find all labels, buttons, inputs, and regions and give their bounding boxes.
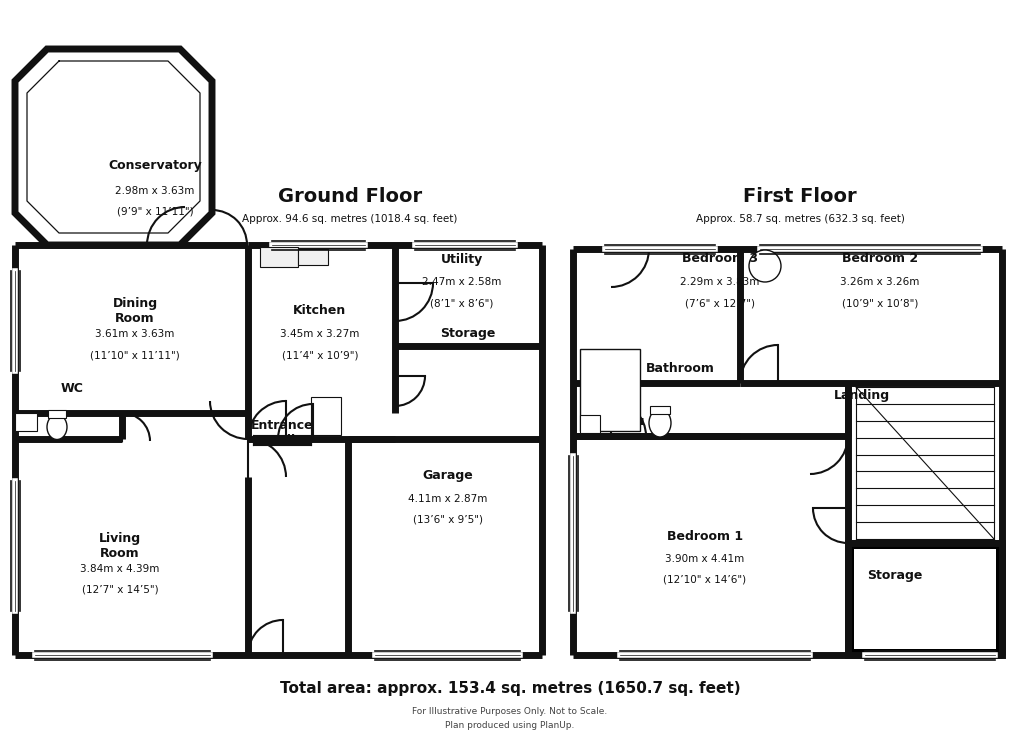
Text: 4.11m x 2.87m: 4.11m x 2.87m (408, 494, 487, 504)
Polygon shape (739, 383, 847, 436)
Text: (8’1" x 8’6"): (8’1" x 8’6") (430, 298, 493, 308)
Text: (10’9" x 10’8"): (10’9" x 10’8") (841, 298, 917, 308)
Bar (847, 543, 1001, 655)
Polygon shape (15, 413, 122, 439)
Polygon shape (394, 346, 541, 439)
Text: (11’10" x 11’11"): (11’10" x 11’11") (90, 350, 179, 360)
Polygon shape (739, 249, 1001, 383)
Bar (580, 349, 639, 431)
Bar (298, 249, 328, 265)
Text: (12’10" x 14’6"): (12’10" x 14’6") (662, 575, 746, 585)
Text: Plan produced using PlanUp.: Plan produced using PlanUp. (445, 720, 574, 729)
Text: Approx. 94.6 sq. metres (1018.4 sq. feet): Approx. 94.6 sq. metres (1018.4 sq. feet… (243, 214, 458, 224)
Text: For Illustrative Purposes Only. Not to Scale.: For Illustrative Purposes Only. Not to S… (412, 706, 607, 716)
Text: (12’7" x 14’5"): (12’7" x 14’5") (82, 585, 158, 595)
Text: (13’6" x 9’5"): (13’6" x 9’5") (413, 515, 483, 525)
Text: Dining
Room: Dining Room (112, 297, 157, 325)
Text: Approx. 58.7 sq. metres (632.3 sq. feet): Approx. 58.7 sq. metres (632.3 sq. feet) (695, 214, 904, 224)
Text: 3.84m x 4.39m: 3.84m x 4.39m (81, 564, 160, 574)
Circle shape (748, 250, 781, 282)
Text: 3.45m x 3.27m: 3.45m x 3.27m (280, 329, 360, 339)
Polygon shape (15, 49, 212, 245)
Polygon shape (394, 245, 541, 346)
Text: Bedroom 1: Bedroom 1 (666, 530, 742, 542)
Bar (48, 410, 66, 418)
Bar (260, 247, 298, 267)
Text: Living
Room: Living Room (99, 532, 141, 560)
Text: Kitchen: Kitchen (293, 305, 346, 317)
Text: (7’6" x 12’7"): (7’6" x 12’7") (685, 298, 754, 308)
Text: First Floor: First Floor (743, 187, 856, 205)
Polygon shape (573, 383, 739, 436)
Bar (15, 413, 37, 431)
Text: 3.61m x 3.63m: 3.61m x 3.63m (95, 329, 174, 339)
Text: 2.47m x 2.58m: 2.47m x 2.58m (422, 277, 501, 287)
Text: 2.98m x 3.63m: 2.98m x 3.63m (115, 186, 195, 196)
Text: 3.90m x 4.41m: 3.90m x 4.41m (664, 554, 744, 564)
Text: Bedroom 2: Bedroom 2 (841, 253, 917, 265)
Bar (649, 406, 669, 414)
Polygon shape (847, 543, 1001, 655)
Polygon shape (573, 249, 739, 383)
Text: Bathroom: Bathroom (645, 362, 713, 376)
Text: Ground Floor: Ground Floor (277, 187, 422, 205)
Bar (311, 397, 340, 435)
Text: WC: WC (60, 382, 84, 396)
Text: Conservatory: Conservatory (108, 159, 202, 173)
Text: Bedroom 3: Bedroom 3 (682, 253, 757, 265)
Text: Storage: Storage (440, 328, 495, 341)
Text: Total area: approx. 153.4 sq. metres (1650.7 sq. feet): Total area: approx. 153.4 sq. metres (16… (279, 682, 740, 697)
Bar (853, 549, 995, 649)
Text: Entrance
Hall: Entrance Hall (251, 419, 313, 447)
Text: Utility: Utility (440, 253, 483, 265)
Polygon shape (15, 245, 248, 413)
Polygon shape (347, 439, 541, 655)
Text: 3.26m x 3.26m: 3.26m x 3.26m (840, 277, 919, 287)
Text: Garage: Garage (422, 470, 473, 482)
Text: Storage: Storage (866, 570, 922, 582)
Polygon shape (847, 383, 1001, 543)
Ellipse shape (47, 414, 67, 439)
Ellipse shape (648, 409, 671, 437)
Polygon shape (15, 439, 248, 655)
Bar (580, 415, 599, 433)
Text: Landing: Landing (834, 390, 890, 402)
Polygon shape (573, 436, 847, 655)
Polygon shape (248, 245, 394, 413)
Text: (9’9" x 11’11"): (9’9" x 11’11") (116, 206, 194, 216)
Text: 2.29m x 3.83m: 2.29m x 3.83m (680, 277, 759, 287)
Text: (11’4" x 10’9"): (11’4" x 10’9") (281, 350, 358, 360)
Polygon shape (248, 439, 347, 655)
